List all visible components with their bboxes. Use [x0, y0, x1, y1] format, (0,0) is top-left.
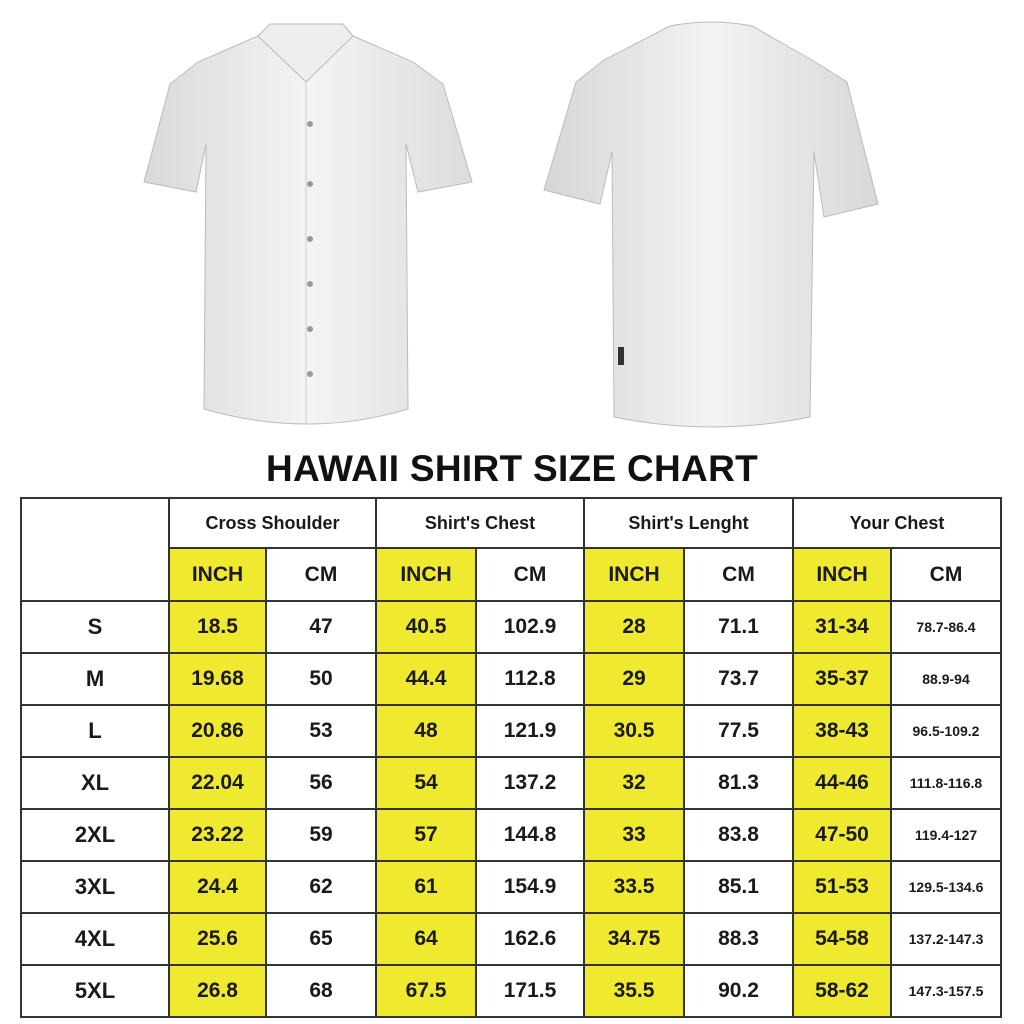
- value-cm: 53: [265, 704, 377, 758]
- table-row: 2XL 23.22 59 57 144.8 33 83.8 47-50 119.4-127: [20, 808, 1002, 862]
- value-cm: 119.4-127: [890, 808, 1002, 862]
- size-label: S: [20, 600, 170, 654]
- size-label: 3XL: [20, 860, 170, 914]
- value-cm: 162.6: [475, 912, 585, 966]
- unit-header-inch: INCH: [375, 547, 477, 602]
- size-label: L: [20, 704, 170, 758]
- value-inch: 61: [375, 860, 477, 914]
- value-inch: 20.86: [168, 704, 267, 758]
- shirt-back-image: [543, 21, 879, 428]
- value-cm: 111.8-116.8: [890, 756, 1002, 810]
- value-inch: 25.6: [168, 912, 267, 966]
- value-inch: 54: [375, 756, 477, 810]
- group-header: Your Chest: [792, 497, 1002, 549]
- value-cm: 59: [265, 808, 377, 862]
- unit-header-row: INCH CM INCH CM INCH CM INCH CM: [21, 547, 1002, 602]
- value-cm: 171.5: [475, 964, 585, 1018]
- value-inch: 30.5: [583, 704, 685, 758]
- value-inch: 19.68: [168, 652, 267, 706]
- value-inch: 31-34: [792, 600, 892, 654]
- value-inch: 35-37: [792, 652, 892, 706]
- value-inch: 24.4: [168, 860, 267, 914]
- size-chart-table: Cross Shoulder Shirt's Chest Shirt's Lengh…: [20, 497, 1002, 1018]
- value-inch: 57: [375, 808, 477, 862]
- value-cm: 144.8: [475, 808, 585, 862]
- value-inch: 35.5: [583, 964, 685, 1018]
- value-inch: 38-43: [792, 704, 892, 758]
- value-cm: 88.3: [683, 912, 794, 966]
- value-cm: 77.5: [683, 704, 794, 758]
- value-inch: 44-46: [792, 756, 892, 810]
- value-cm: 96.5-109.2: [890, 704, 1002, 758]
- value-cm: 137.2-147.3: [890, 912, 1002, 966]
- table-row: 4XL 25.6 65 64 162.6 34.75 88.3 54-58 137.2-147.…: [20, 912, 1002, 966]
- unit-header-inch: INCH: [583, 547, 685, 602]
- size-label: 5XL: [20, 964, 170, 1018]
- unit-header-cm: CM: [265, 547, 377, 602]
- group-header: Cross Shoulder: [168, 497, 377, 549]
- table-row: M 19.68 50 44.4 112.8 29 73.7 35-37 88.9-94: [20, 652, 1002, 706]
- unit-header-cm: CM: [475, 547, 585, 602]
- value-cm: 154.9: [475, 860, 585, 914]
- value-cm: 147.3-157.5: [890, 964, 1002, 1018]
- unit-header-cm: CM: [890, 547, 1002, 602]
- value-inch: 23.22: [168, 808, 267, 862]
- table-row: L 20.86 53 48 121.9 30.5 77.5 38-43 96.5-109.2: [20, 704, 1002, 758]
- value-cm: 137.2: [475, 756, 585, 810]
- size-label: M: [20, 652, 170, 706]
- corner-cell: [20, 497, 170, 602]
- value-inch: 40.5: [375, 600, 477, 654]
- value-cm: 90.2: [683, 964, 794, 1018]
- value-inch: 34.75: [583, 912, 685, 966]
- value-cm: 81.3: [683, 756, 794, 810]
- unit-header-inch: INCH: [792, 547, 892, 602]
- value-inch: 64: [375, 912, 477, 966]
- group-header: Shirt's Chest: [375, 497, 585, 549]
- value-inch: 28: [583, 600, 685, 654]
- value-cm: 102.9: [475, 600, 585, 654]
- value-inch: 67.5: [375, 964, 477, 1018]
- value-inch: 48: [375, 704, 477, 758]
- shirt-front-image: [143, 23, 473, 425]
- group-header: Shirt's Lenght: [583, 497, 794, 549]
- table-row: XL 22.04 56 54 137.2 32 81.3 44-46 111.8-116.8: [20, 756, 1002, 810]
- value-cm: 83.8: [683, 808, 794, 862]
- chart-title: HAWAII SHIRT SIZE CHART: [265, 448, 759, 489]
- value-cm: 47: [265, 600, 377, 654]
- value-inch: 26.8: [168, 964, 267, 1018]
- value-inch: 51-53: [792, 860, 892, 914]
- value-cm: 112.8: [475, 652, 585, 706]
- size-label: 4XL: [20, 912, 170, 966]
- value-cm: 71.1: [683, 600, 794, 654]
- value-inch: 44.4: [375, 652, 477, 706]
- table-row: S 18.5 47 40.5 102.9 28 71.1 31-34 78.7-86.4: [20, 600, 1002, 654]
- unit-header-inch: INCH: [168, 547, 267, 602]
- table-row: 5XL 26.8 68 67.5 171.5 35.5 90.2 58-62 147.3-157…: [20, 964, 1002, 1018]
- value-cm: 78.7-86.4: [890, 600, 1002, 654]
- value-inch: 22.04: [168, 756, 267, 810]
- value-cm: 73.7: [683, 652, 794, 706]
- value-cm: 68: [265, 964, 377, 1018]
- value-cm: 62: [265, 860, 377, 914]
- value-inch: 33.5: [583, 860, 685, 914]
- value-inch: 32: [583, 756, 685, 810]
- value-cm: 129.5-134.6: [890, 860, 1002, 914]
- table-row: 3XL 24.4 62 61 154.9 33.5 85.1 51-53 129.5-134.6: [20, 860, 1002, 914]
- value-cm: 85.1: [683, 860, 794, 914]
- value-inch: 18.5: [168, 600, 267, 654]
- size-label: XL: [20, 756, 170, 810]
- value-cm: 50: [265, 652, 377, 706]
- size-label: 2XL: [20, 808, 170, 862]
- value-cm: 65: [265, 912, 377, 966]
- unit-header-cm: CM: [683, 547, 794, 602]
- value-cm: 56: [265, 756, 377, 810]
- value-cm: 121.9: [475, 704, 585, 758]
- value-cm: 88.9-94: [890, 652, 1002, 706]
- value-inch: 33: [583, 808, 685, 862]
- value-inch: 54-58: [792, 912, 892, 966]
- value-inch: 29: [583, 652, 685, 706]
- value-inch: 47-50: [792, 808, 892, 862]
- value-inch: 58-62: [792, 964, 892, 1018]
- group-header-row: Cross Shoulder Shirt's Chest Shirt's Lengh…: [20, 497, 1002, 602]
